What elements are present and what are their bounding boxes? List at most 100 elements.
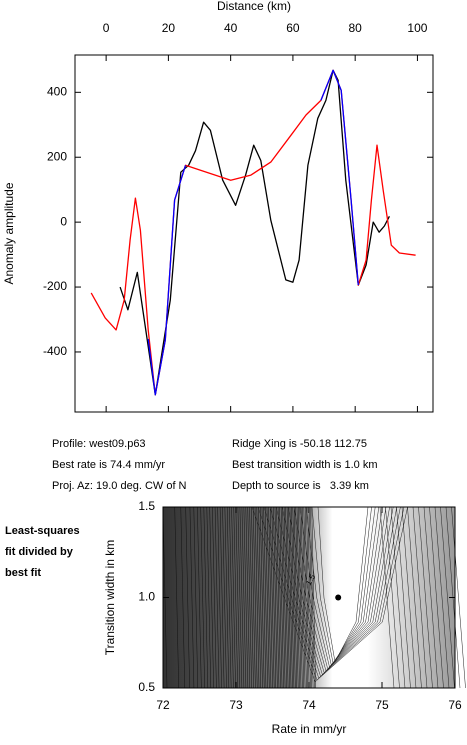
x-tick-label: 72 <box>156 698 170 712</box>
contour-line <box>302 506 307 689</box>
x-tick-label: 20 <box>162 21 176 35</box>
contour-line <box>256 506 262 689</box>
x-tick-label: 73 <box>229 698 243 712</box>
contour-line <box>306 506 311 689</box>
x-tick-label: 74 <box>302 698 316 712</box>
contour-line <box>295 506 300 689</box>
x-axis-label: Rate in mm/yr <box>272 722 347 736</box>
plot-frame <box>74 54 434 413</box>
contour-line <box>180 506 186 689</box>
contour-line <box>214 506 220 689</box>
y-tick-label: 0.5 <box>138 680 155 694</box>
contour-line <box>193 506 199 689</box>
contour-line <box>296 506 302 689</box>
contour-line <box>283 506 289 689</box>
contour-line <box>229 506 234 689</box>
data-line <box>90 69 416 396</box>
contour-line <box>307 506 313 689</box>
contour-line <box>239 506 245 689</box>
data-line <box>320 69 359 286</box>
y-tick-label: 0 <box>60 214 67 228</box>
contour-line <box>299 506 304 689</box>
contour-line <box>440 506 455 689</box>
contour-line <box>434 506 450 689</box>
x-tick-label: 75 <box>375 698 389 712</box>
contour-line <box>197 506 202 689</box>
contour-line <box>226 506 232 689</box>
contour-line <box>311 506 316 689</box>
contour-line <box>185 506 190 689</box>
contour-line <box>423 506 439 689</box>
contour-line <box>271 506 277 689</box>
contour-line <box>247 506 252 689</box>
contour-line <box>249 506 254 689</box>
data-line <box>119 69 390 396</box>
y-axis-label: Anomaly amplitude <box>2 182 16 284</box>
contour-line <box>260 506 265 689</box>
contour-line <box>263 506 268 689</box>
contour-line <box>251 506 256 689</box>
contour-line <box>217 506 222 689</box>
contour-line <box>251 506 408 683</box>
contour-line <box>200 506 205 689</box>
y-tick-label: 1.0 <box>138 590 155 604</box>
contour-line <box>274 506 280 689</box>
contour-line <box>269 506 275 689</box>
contour-line <box>206 506 212 689</box>
contour-line <box>276 506 281 689</box>
contour-line <box>418 506 433 689</box>
x-tick-label: 60 <box>286 21 300 35</box>
contour-line <box>304 506 310 689</box>
y-tick-label: -400 <box>43 344 67 358</box>
contour-line <box>209 506 214 689</box>
info-text: Profile: west09.p63 <box>52 438 146 450</box>
contour-line <box>412 506 428 689</box>
info: Profile: west09.p63 Best rate is 74.4 mm… <box>52 438 378 492</box>
x-axis-label: Distance (km) <box>217 0 291 13</box>
info-text: Ridge Xing is -50.18 112.75 <box>232 438 367 450</box>
contour-line <box>203 506 209 689</box>
contour-line <box>396 506 411 689</box>
contour-line <box>293 506 299 689</box>
contour-line <box>258 506 263 689</box>
contour-line <box>265 506 270 689</box>
side-label: fit divided by <box>5 546 74 558</box>
side-label: best fit <box>5 567 41 579</box>
contour-line <box>429 506 444 689</box>
contour-line <box>300 506 306 689</box>
contour-line <box>231 506 236 689</box>
side-label: Least-squares <box>5 525 80 537</box>
contour-field <box>162 506 466 689</box>
contour-line <box>174 506 179 689</box>
contour-line <box>401 506 417 689</box>
info-text: Depth to source is 3.39 km <box>232 480 369 492</box>
y-tick-label: 200 <box>47 149 67 163</box>
contour-line <box>277 506 283 689</box>
contour-line <box>212 506 217 689</box>
y-tick-label: 400 <box>47 84 67 98</box>
contour-line <box>385 506 400 689</box>
contour-line <box>292 506 298 689</box>
contour-line <box>268 506 273 689</box>
x-tick-label: 80 <box>348 21 362 35</box>
contour-line <box>280 506 286 689</box>
contour-line <box>245 506 251 689</box>
contour-line <box>224 506 230 689</box>
contour-line <box>451 506 466 689</box>
contour-line <box>379 506 395 689</box>
x-tick-label: 40 <box>224 21 238 35</box>
contour-line <box>222 506 227 689</box>
info-text: Proj. Az: 19.0 deg. CW of N <box>52 480 187 492</box>
x-tick-label: 0 <box>103 21 110 35</box>
contour-line <box>243 506 249 689</box>
contour-line <box>235 506 241 689</box>
y-axis-label: Transition width in km <box>103 540 117 656</box>
contour-line <box>279 506 284 689</box>
plot-frame <box>162 506 456 689</box>
contour-line <box>254 506 260 689</box>
contour-line <box>286 506 292 689</box>
contour-line <box>407 506 422 689</box>
contour-line <box>310 506 315 689</box>
contour-line <box>289 506 295 689</box>
info-text: Best rate is 74.4 mm/yr <box>52 459 165 471</box>
